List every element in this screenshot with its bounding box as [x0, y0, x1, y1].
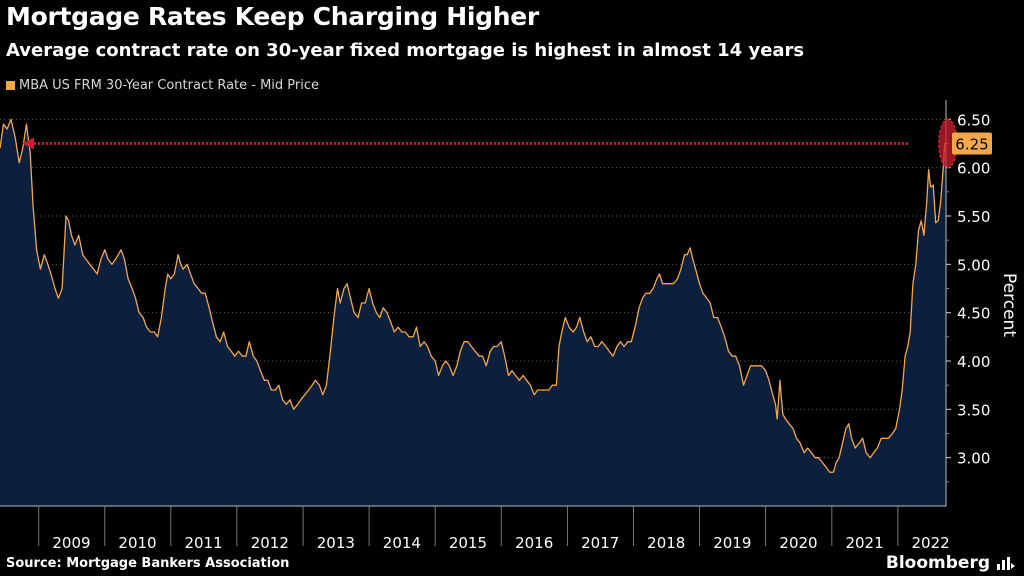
x-tick-label: 2011: [184, 534, 222, 552]
x-tick-label: 2019: [713, 534, 751, 552]
y-tick-label: 5.50: [957, 208, 990, 226]
annotation: [22, 118, 958, 169]
x-tick-label: 2021: [845, 534, 883, 552]
x-tick-label: 2014: [383, 534, 421, 552]
last-value-badge-group: 6.25: [952, 132, 992, 155]
y-ticks: 3.00 3.50 4.00 4.50 5.00 5.50 6.00 6.50: [946, 111, 990, 483]
bloomberg-terminal-icon: [997, 557, 1015, 570]
x-tick-label: 2017: [581, 534, 619, 552]
x-tick-label: 2022: [912, 534, 950, 552]
y-tick-label: 5.00: [957, 256, 990, 274]
x-tick-label: 2010: [118, 534, 156, 552]
x-tick-label: 2012: [251, 534, 289, 552]
series-line: [0, 118, 946, 473]
legend-swatch: [6, 81, 15, 90]
x-tick-label: 2020: [779, 534, 817, 552]
x-tick-label: 2013: [317, 534, 355, 552]
y-tick-label: 4.50: [957, 305, 990, 323]
x-tick-label: 2016: [515, 534, 553, 552]
brand-logo: Bloomberg: [885, 553, 990, 573]
y-tick-label: 6.00: [957, 160, 990, 178]
legend: MBA US FRM 30-Year Contract Rate - Mid P…: [6, 78, 319, 93]
annotation-arrow-head: [22, 137, 34, 150]
x-tick-label: 2009: [52, 534, 90, 552]
last-value-label: 6.25: [955, 136, 988, 154]
grid-lines: [0, 118, 946, 459]
chart-title: Mortgage Rates Keep Charging Higher: [6, 2, 539, 31]
x-tick-label: 2018: [647, 534, 685, 552]
y-axis-label: Percent: [999, 273, 1019, 337]
x-ticks: 2009 2010 2011 2012 2013 2014 2015 2016 2017 2018…: [38, 506, 950, 552]
x-tick-label: 2015: [449, 534, 487, 552]
source-note: Source: Mortgage Bankers Association: [6, 556, 290, 571]
area-fill: [0, 119, 946, 507]
y-tick-label: 3.50: [957, 401, 990, 419]
legend-label: MBA US FRM 30-Year Contract Rate - Mid P…: [19, 78, 320, 93]
y-tick-label: 4.00: [957, 353, 990, 371]
y-tick-label: 6.50: [957, 111, 990, 129]
last-value-badge: [952, 132, 992, 155]
y-tick-label: 3.00: [957, 450, 990, 468]
chart-subtitle: Average contract rate on 30-year fixed m…: [6, 40, 805, 61]
